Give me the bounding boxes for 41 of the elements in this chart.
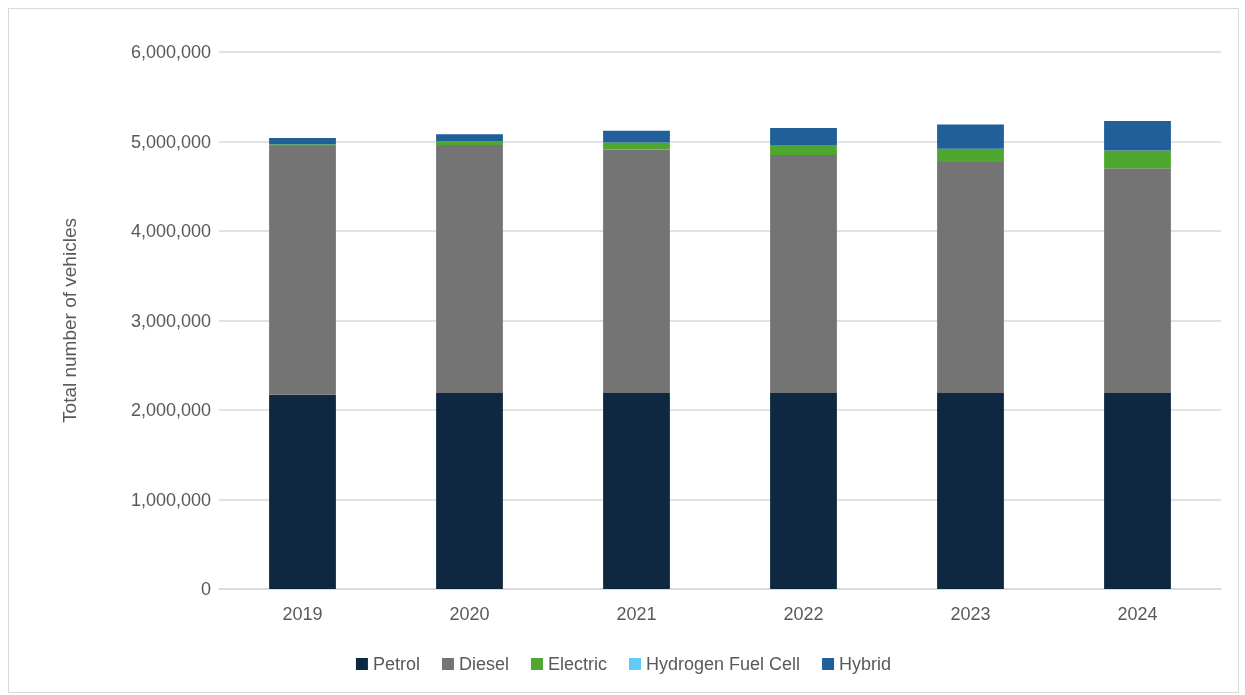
bar	[603, 149, 670, 393]
y-tick-label: 2,000,000	[130, 400, 211, 420]
legend-label: Hydrogen Fuel Cell	[645, 654, 801, 674]
bar	[937, 148, 1004, 163]
bar	[1104, 120, 1171, 151]
bar	[603, 393, 670, 589]
bar	[937, 393, 1004, 589]
bar	[603, 142, 670, 150]
bar	[436, 393, 503, 589]
bar	[269, 394, 336, 589]
bar	[436, 134, 503, 142]
bar	[269, 145, 336, 395]
bar	[1104, 393, 1171, 589]
x-tick-label: 2022	[783, 604, 824, 624]
legend-label: Diesel	[458, 654, 509, 674]
bar	[603, 130, 670, 143]
bar	[770, 145, 837, 155]
bar	[269, 137, 336, 145]
y-tick-label: 0	[200, 579, 211, 599]
bar	[1104, 168, 1171, 393]
bar	[436, 145, 503, 393]
x-tick-label: 2020	[449, 604, 490, 624]
y-tick-label: 4,000,000	[130, 221, 211, 241]
bar	[937, 124, 1004, 149]
bar	[770, 393, 837, 589]
bar	[770, 128, 837, 146]
x-tick-label: 2019	[282, 604, 323, 624]
bar	[1104, 150, 1171, 169]
x-tick-label: 2024	[1117, 604, 1158, 624]
bar	[770, 154, 837, 393]
y-tick-label: 1,000,000	[130, 489, 211, 510]
legend-label: Petrol	[372, 654, 420, 674]
bar	[937, 162, 1004, 393]
legend-label: Electric	[547, 654, 607, 674]
legend-label: Hybrid	[839, 654, 892, 674]
x-tick-label: 2021	[616, 604, 657, 624]
y-tick-label: 5,000,000	[130, 131, 211, 152]
y-tick-label: 3,000,000	[130, 310, 211, 331]
y-axis-title: Total number of vehicles	[59, 218, 80, 423]
x-tick-label: 2023	[950, 604, 991, 624]
y-tick-label: 6,000,000	[130, 42, 211, 62]
